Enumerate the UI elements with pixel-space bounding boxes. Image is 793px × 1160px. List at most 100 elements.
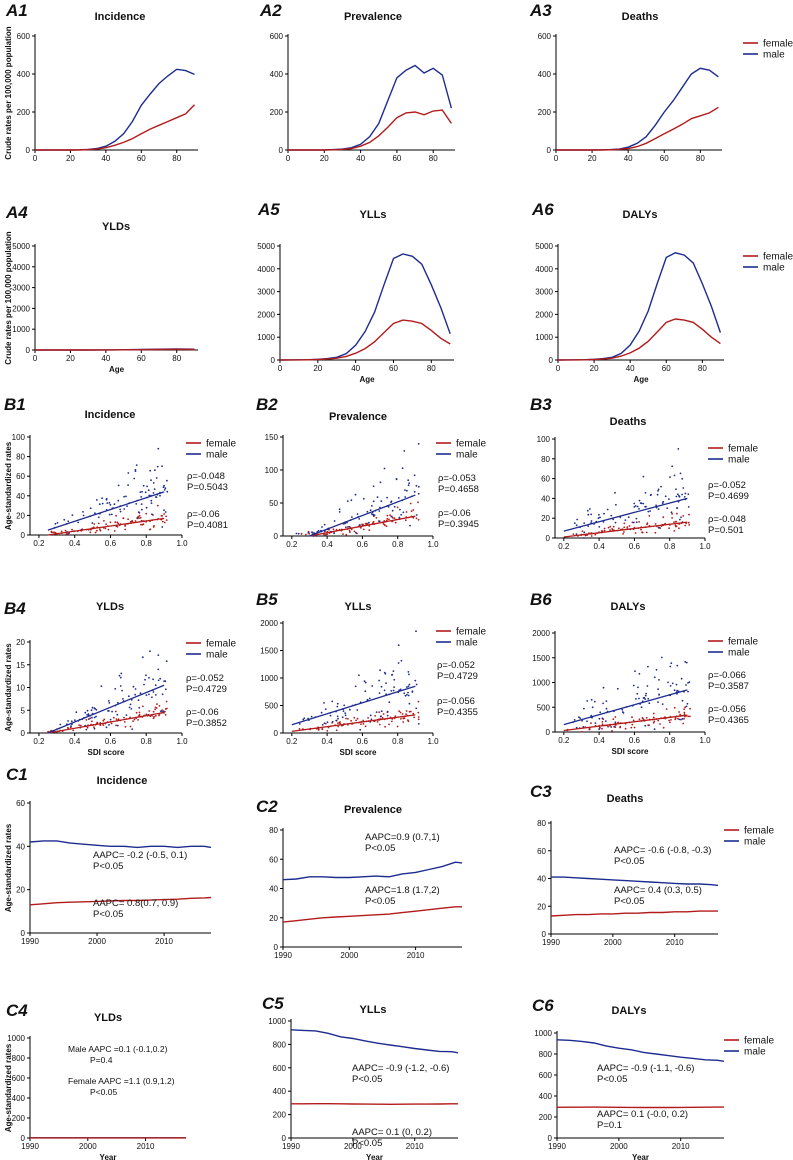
scatter-point-male xyxy=(133,477,136,480)
aapc-annotation: P<0.05 xyxy=(597,1074,627,1085)
x-tick-label: 1.0 xyxy=(699,542,711,551)
scatter-point-female xyxy=(374,715,376,717)
y-tick-label: 1000 xyxy=(535,333,553,342)
y-tick-label: 500 xyxy=(537,703,551,712)
scatter-point-female xyxy=(362,723,365,725)
scatter-point-male xyxy=(576,518,579,521)
scatter-point-male xyxy=(127,695,130,698)
scatter-point-male xyxy=(573,719,576,721)
scatter-point-female xyxy=(52,531,54,534)
scatter-point-male xyxy=(154,469,156,472)
y-tick-label: 2000 xyxy=(257,310,275,319)
scatter-point-male xyxy=(344,522,346,525)
y-tick-label: 80 xyxy=(269,826,278,835)
scatter-point-male xyxy=(154,694,157,696)
scatter-point-female xyxy=(60,530,63,533)
scatter-point-male xyxy=(343,704,346,707)
scatter-point-male xyxy=(372,485,375,488)
scatter-point-female xyxy=(678,711,680,713)
y-tick-label: 15 xyxy=(16,661,25,670)
scatter-point-male xyxy=(647,665,649,668)
x-tick-label: 20 xyxy=(66,354,75,363)
scatter-point-female xyxy=(64,529,67,532)
scatter-point-male xyxy=(684,661,687,663)
scatter-point-male xyxy=(128,706,131,709)
scatter-point-male xyxy=(621,708,624,711)
scatter-point-male xyxy=(395,478,398,480)
scatter-point-female xyxy=(305,533,307,536)
scatter-point-male xyxy=(678,495,681,498)
scatter-point-male xyxy=(162,486,165,489)
aapc-annotation: P<0.05 xyxy=(352,1138,382,1149)
scatter-point-male xyxy=(655,504,657,507)
scatter-point-male xyxy=(388,701,391,704)
x-axis-label: Age xyxy=(359,375,375,384)
y-tick-label: 20 xyxy=(541,514,550,523)
scatter-point-female xyxy=(110,722,113,725)
scatter-point-male xyxy=(598,728,600,731)
panel-label: C3 xyxy=(530,782,552,801)
scatter-point-female xyxy=(131,520,134,522)
scatter-point-male xyxy=(75,711,78,714)
scatter-point-male xyxy=(130,699,133,701)
scatter-point-female xyxy=(603,529,606,532)
scatter-point-female xyxy=(323,533,325,536)
scatter-point-female xyxy=(572,533,575,535)
scatter-point-female xyxy=(346,526,349,528)
scatter-point-male xyxy=(578,716,580,718)
scatter-point-female xyxy=(156,703,158,705)
scatter-point-female xyxy=(154,706,157,709)
scatter-point-female xyxy=(417,711,420,714)
scatter-point-male xyxy=(336,702,339,705)
x-tick-label: 0.6 xyxy=(357,540,369,549)
scatter-point-male xyxy=(415,707,418,710)
scatter-point-male xyxy=(317,529,320,532)
fit-line-male xyxy=(47,491,165,531)
scatter-point-female xyxy=(415,517,418,520)
x-tick-label: 60 xyxy=(392,154,401,163)
x-tick-label: 0 xyxy=(278,364,283,373)
scatter-point-male xyxy=(122,698,124,700)
scatter-point-male xyxy=(153,488,156,490)
scatter-point-male xyxy=(649,510,651,512)
scatter-point-female xyxy=(671,512,673,515)
scatter-point-male xyxy=(397,497,400,499)
scatter-point-male xyxy=(346,500,349,502)
scatter-point-male xyxy=(656,493,659,496)
scatter-point-male xyxy=(658,693,660,696)
scatter-point-male xyxy=(161,693,164,696)
scatter-point-male xyxy=(601,717,604,720)
x-tick-label: 1.0 xyxy=(176,737,188,746)
scatter-point-female xyxy=(417,501,419,504)
stat-annotation-female: P=0.4081 xyxy=(187,520,228,531)
x-tick-label: 0.4 xyxy=(594,542,606,551)
scatter-point-male xyxy=(140,496,143,498)
legend-label-female: female xyxy=(744,1036,774,1047)
series-line-female xyxy=(35,104,196,151)
y-tick-label: 5000 xyxy=(12,242,30,251)
scatter-point-male xyxy=(89,507,92,510)
scatter-point-male xyxy=(632,684,635,687)
panel-c1: C1 Incidence 1990 2000 2010 0 20 40 60 Age-standa… xyxy=(4,765,212,946)
scatter-point-male xyxy=(74,719,76,721)
aapc-annotation: Female AAPC =1.1 (0.9,1.2) xyxy=(68,1076,175,1086)
stat-annotation-female: P=0.4365 xyxy=(708,715,749,726)
scatter-point-female xyxy=(114,521,117,524)
aapc-annotation: AAPC= 0.1 (0, 0.2) xyxy=(352,1127,432,1138)
scatter-point-male xyxy=(685,661,688,664)
x-tick-label: 60 xyxy=(662,364,671,373)
scatter-point-male xyxy=(362,497,365,500)
y-tick-label: 400 xyxy=(12,1094,26,1103)
scatter-point-female xyxy=(601,727,603,730)
scatter-point-male xyxy=(351,516,353,518)
x-axis-label: Year xyxy=(366,1153,383,1160)
x-tick-label: 40 xyxy=(626,364,635,373)
scatter-point-female xyxy=(78,724,80,726)
scatter-point-female xyxy=(623,522,626,525)
scatter-point-male xyxy=(408,482,411,485)
scatter-point-male xyxy=(687,506,690,508)
y-tick-label: 200 xyxy=(17,108,31,117)
y-tick-label: 4000 xyxy=(535,265,553,274)
scatter-point-female xyxy=(154,715,157,717)
series-line-female xyxy=(282,906,462,923)
